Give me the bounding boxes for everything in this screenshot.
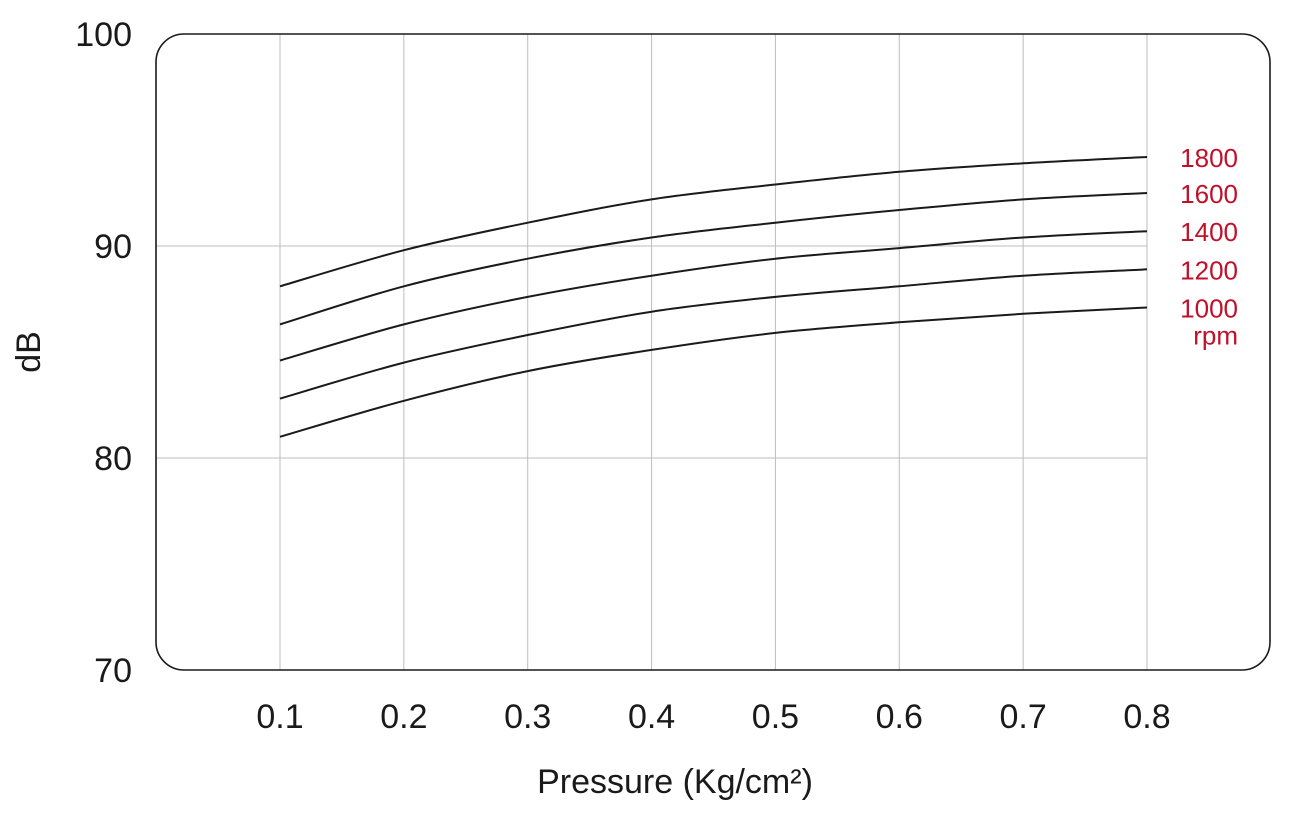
y-tick-label: 100 [75,16,132,54]
y-tick-label: 80 [94,440,132,478]
series-line-1400 [279,230,1148,362]
series-line-1000 [279,306,1148,438]
grid-lines [156,34,1148,670]
x-tick-label: 0.6 [876,698,923,736]
x-axis-title: Pressure (Kg/cm²) [537,763,813,801]
series-label-1400: 1400 [1180,217,1238,247]
series-curves [279,156,1148,438]
x-tick-label: 0.8 [1123,698,1170,736]
y-tick-label: 70 [94,652,132,690]
series-label-1600: 1600 [1180,179,1238,209]
series-line-1200 [279,268,1148,400]
series-label-1200: 1200 [1180,255,1238,285]
y-tick-labels: 100 90 80 70 [75,16,132,690]
x-tick-label: 0.5 [752,698,799,736]
y-axis-title: dB [10,331,48,373]
series-label-1800: 1800 [1180,143,1238,173]
x-tick-label: 0.7 [1000,698,1047,736]
x-tick-label: 0.4 [628,698,675,736]
series-line-1600 [279,192,1148,326]
y-tick-label: 90 [94,228,132,266]
series-line-1800 [279,156,1148,288]
x-tick-label: 0.3 [504,698,551,736]
series-unit-label: rpm [1193,320,1238,350]
x-tick-label: 0.1 [256,698,303,736]
x-tick-label: 0.2 [380,698,427,736]
plot-frame [155,33,1271,671]
series-label-1000: 1000 [1180,293,1238,323]
x-tick-labels: 0.1 0.2 0.3 0.4 0.5 0.6 0.7 0.8 [256,698,1170,736]
